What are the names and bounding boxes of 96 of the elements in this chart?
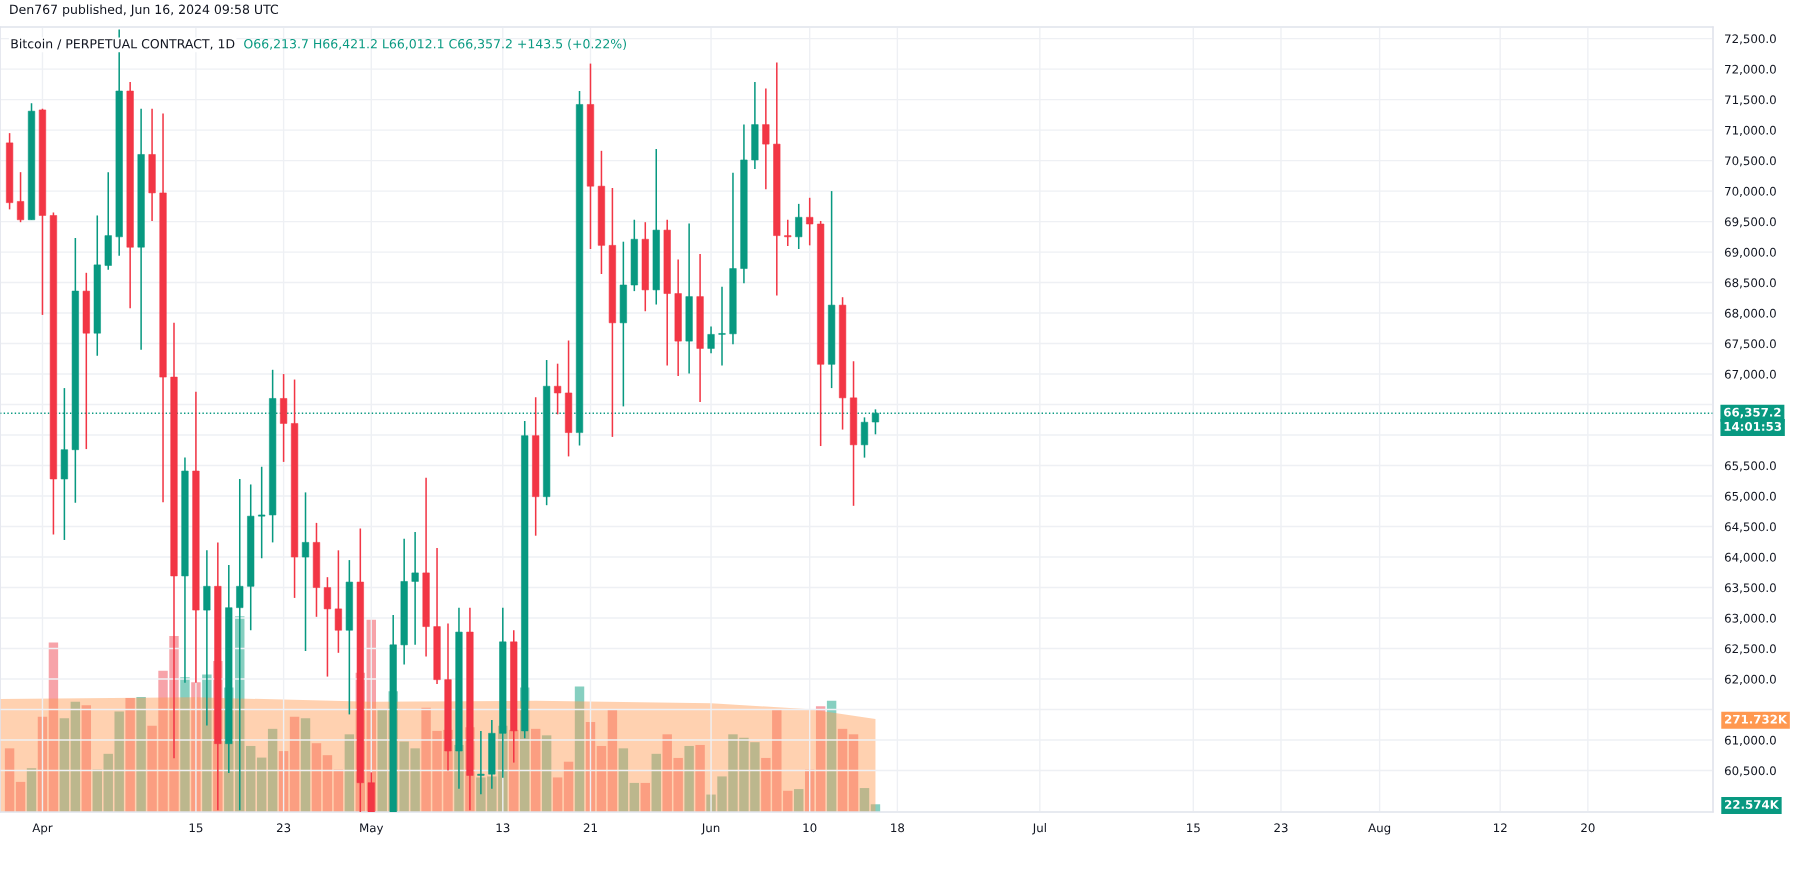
ref-line-label: 66,357.2 [1724, 407, 1781, 419]
bar [541, 735, 552, 812]
y-tick-label: 70,500.0 [1725, 156, 1776, 167]
y-tick-label: 72,000.0 [1725, 64, 1776, 75]
y-tick-label: 69,500.0 [1724, 217, 1776, 228]
x-tick-label: 18 [891, 823, 905, 833]
candlestick [806, 197, 814, 247]
x-tick-label: 20 [1581, 823, 1595, 833]
candlestick [718, 286, 726, 367]
x-tick-label: 13 [496, 823, 510, 833]
text: Bitcoin / PERPETUAL CONTRACT, 1D [11, 38, 235, 50]
x-tick-label: 10 [803, 823, 817, 833]
bar [815, 706, 826, 812]
y-tick-label: 62,000.0 [1724, 674, 1776, 685]
y-tick-label: 63,000.0 [1724, 613, 1776, 624]
bar [574, 686, 585, 812]
x-tick-label: Apr [32, 823, 53, 835]
y-tick-label: 70,000.0 [1725, 186, 1776, 197]
y-tick-label: 62,500.0 [1724, 644, 1776, 655]
bar [837, 728, 848, 812]
bar [180, 677, 190, 812]
x-tick-label: 21 [583, 823, 597, 833]
bar [256, 757, 267, 812]
bar [322, 755, 333, 812]
bar [684, 745, 694, 812]
candlestick [334, 549, 342, 654]
y-tick-label: 61,000.0 [1724, 735, 1776, 746]
bar [311, 743, 322, 812]
y-tick-label: 65,500.0 [1724, 461, 1776, 472]
candlestick [795, 203, 803, 250]
bar [4, 748, 15, 812]
text: Den767 published, Jun 16, 2024 09:58 UTC [10, 4, 279, 17]
y2-tick-label: 22.574K [1725, 800, 1780, 809]
y-tick-label: 69,000.0 [1724, 247, 1776, 258]
bar [859, 788, 870, 812]
y-tick-label: 60,500.0 [1724, 766, 1776, 777]
y-tick-label: 64,000.0 [1724, 552, 1776, 563]
candlestick [554, 362, 562, 416]
y-tick-label: 67,000.0 [1724, 369, 1776, 380]
bar [333, 769, 344, 812]
bar [48, 642, 59, 812]
x-tick-label: 15 [189, 823, 203, 833]
bar [246, 745, 256, 812]
candlestick [258, 466, 266, 560]
y-tick-label: 64,500.0 [1724, 522, 1776, 533]
y-tick-label: 71,500.0 [1725, 95, 1776, 106]
y-tick-label: 71,000.0 [1725, 125, 1776, 136]
bar [300, 718, 311, 812]
bar [59, 718, 70, 812]
bar [26, 768, 37, 812]
bar [125, 698, 135, 812]
y-tick-label: 68,500.0 [1724, 278, 1776, 289]
y-tick-label: 72,500.0 [1725, 34, 1776, 45]
x-tick-label: 12 [1493, 823, 1507, 833]
x-tick-label: 23 [276, 823, 291, 833]
x-tick-label: 23 [1274, 823, 1288, 833]
x-tick-label: 15 [1187, 823, 1200, 833]
candlestick [707, 325, 715, 355]
candlestick [16, 171, 25, 223]
bar [848, 734, 859, 812]
bar [563, 761, 574, 812]
candlestick [860, 416, 869, 459]
y2-tick-label: 271.732K [1725, 714, 1788, 724]
x-tick-label: Jun [701, 823, 720, 835]
y-tick-label: 65,000.0 [1724, 491, 1776, 502]
bar [695, 744, 705, 812]
x-tick-label: May [360, 823, 384, 835]
bar [640, 782, 650, 812]
bar [92, 769, 102, 812]
candlestick [762, 87, 770, 191]
text: O66,213.7 H66,421.2 L66,012.1 C66,357.2 +143.5 (+0.22%) [244, 38, 626, 50]
bar [618, 748, 629, 812]
x-tick-label: Jul [1032, 823, 1046, 835]
bar [15, 781, 26, 812]
y-tick-label: 67,500.0 [1724, 339, 1776, 350]
y-tick-label: 68,000.0 [1724, 308, 1776, 319]
y-tick-label: 63,500.0 [1724, 583, 1776, 594]
bar [81, 705, 92, 812]
bar [651, 753, 661, 812]
candlestick [411, 531, 419, 646]
bar [552, 777, 563, 812]
candlestick [301, 491, 310, 652]
bar [607, 709, 618, 812]
bar [70, 701, 81, 812]
candlestick [784, 218, 792, 247]
bar [826, 700, 837, 812]
bar [289, 716, 300, 812]
bar [629, 782, 640, 812]
x-tick-label: Aug [1368, 823, 1391, 835]
bar [136, 697, 146, 812]
text: 14:01:53 [1724, 421, 1782, 431]
candlestick [323, 576, 332, 678]
bar [530, 728, 541, 812]
bar [596, 745, 607, 812]
bar [794, 789, 804, 812]
bar [267, 728, 278, 812]
